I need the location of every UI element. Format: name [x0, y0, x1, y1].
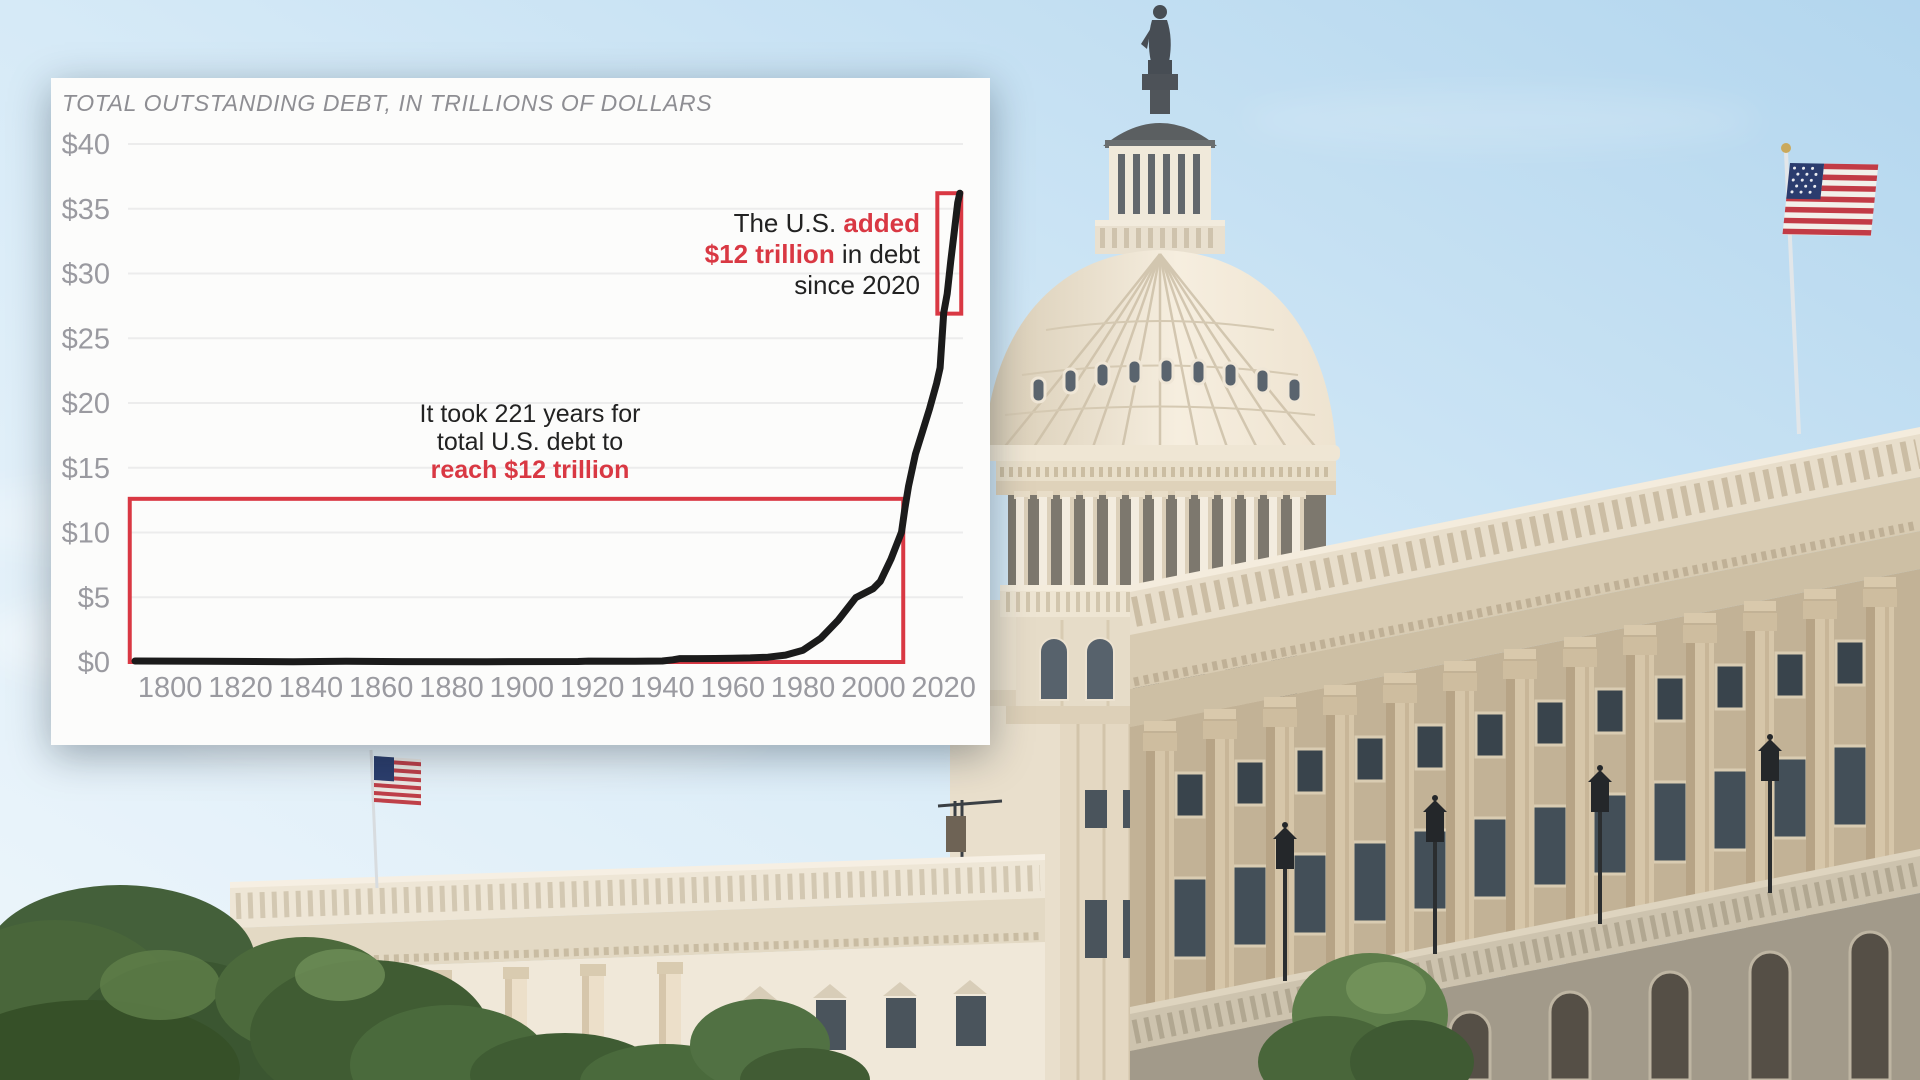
- left-flagpole: [369, 749, 421, 889]
- y-tick-label: $10: [62, 518, 110, 550]
- annotation-line: reach $12 trillion: [430, 456, 630, 484]
- annotation-line: $12 trillion in debt: [704, 239, 920, 269]
- x-tick-label: 1820: [208, 672, 273, 704]
- x-tick-label: 1980: [771, 672, 836, 704]
- y-tick-label: $5: [78, 582, 110, 614]
- us-flag-icon: [1782, 163, 1879, 237]
- x-tick-label: 1920: [560, 672, 625, 704]
- debt-line-chart: $0 $5 $10 $15 $20 $25 $30 $35 $40 1800 1820 1840 186…: [62, 129, 976, 704]
- right-wing-upper-windows: [1174, 639, 1866, 819]
- y-tick-label: $35: [62, 194, 110, 226]
- dome-windows: [1030, 357, 1303, 404]
- us-flag-icon: [374, 756, 421, 806]
- right-flagpole: [1781, 143, 1879, 435]
- debt-chart-card: TOTAL OUTSTANDING DEBT, IN TRILLIONS OF …: [51, 78, 990, 745]
- annotation-added-since-2020: The U.S. added $12 trillion in debt sinc…: [705, 208, 920, 301]
- right-wing-building: [1130, 427, 1920, 1080]
- y-tick-label: $25: [62, 323, 110, 355]
- crane-basket: [946, 816, 966, 852]
- x-tick-label: 1880: [419, 672, 484, 704]
- x-tick-label: 2000: [841, 672, 906, 704]
- debt-line: [131, 189, 964, 666]
- annotation-line: total U.S. debt to: [436, 428, 624, 456]
- x-tick-label: 1900: [490, 672, 555, 704]
- y-tick-label: $0: [78, 647, 110, 679]
- x-tick-label: 1960: [700, 672, 765, 704]
- x-tick-label: 2020: [911, 672, 976, 704]
- y-tick-label: $20: [62, 388, 110, 420]
- x-tick-label: 1860: [349, 672, 414, 704]
- y-tick-label: $15: [62, 453, 110, 485]
- x-tick-label: 1940: [630, 672, 695, 704]
- highlight-box: [935, 191, 964, 316]
- y-tick-label: $30: [62, 259, 110, 291]
- chart-title: TOTAL OUTSTANDING DEBT, IN TRILLIONS OF …: [62, 90, 713, 116]
- annotation-line: It took 221 years for: [419, 400, 641, 428]
- trees: [0, 885, 1474, 1080]
- annotation-line: since 2020: [794, 270, 920, 300]
- annotation-line: The U.S. added: [733, 208, 920, 238]
- y-tick-label: $40: [62, 129, 110, 161]
- x-tick-label: 1840: [279, 672, 344, 704]
- annotation-221-years: It took 221 years for total U.S. debt to…: [377, 400, 683, 484]
- x-tick-label: 1800: [138, 672, 203, 704]
- highlight-box: [127, 496, 906, 664]
- flagpole-finial: [1781, 143, 1791, 153]
- dome-ribs: [1001, 253, 1319, 451]
- statue-of-freedom-icon: [1141, 5, 1178, 114]
